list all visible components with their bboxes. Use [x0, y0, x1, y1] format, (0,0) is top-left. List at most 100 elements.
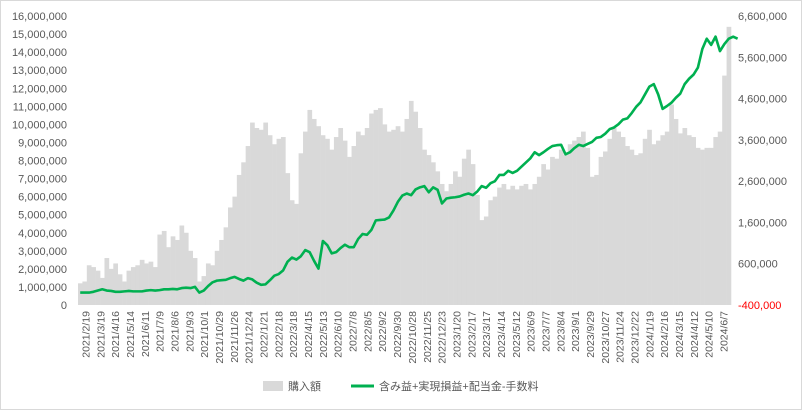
- bar: [413, 111, 419, 305]
- legend-swatch-bar: [263, 381, 283, 391]
- bar: [289, 200, 295, 305]
- bar: [364, 127, 370, 306]
- bar: [298, 153, 304, 305]
- bar: [620, 137, 626, 305]
- x-tick-label: 2021/3/19: [95, 311, 107, 358]
- right-tick-label: 5,600,000: [738, 52, 787, 64]
- bar: [594, 174, 599, 305]
- left-tick-label: 14,000,000: [12, 47, 67, 59]
- bar: [541, 164, 546, 305]
- bar: [598, 156, 604, 305]
- bar: [607, 138, 613, 305]
- legend-label-line: 含み益+実現損益+配当金-手数料: [379, 379, 539, 393]
- bar: [479, 220, 485, 305]
- bar: [444, 191, 449, 305]
- bar: [183, 232, 189, 305]
- bar: [422, 149, 427, 305]
- bar: [219, 239, 224, 305]
- left-axis: 0 1,000,000 2,000,000 3,000,000 4,000,000 5,0…: [12, 11, 67, 312]
- right-tick-label: -400,000: [738, 300, 781, 312]
- bar: [580, 131, 586, 305]
- left-tick-label: 12,000,000: [12, 83, 67, 95]
- x-tick-label: 2023/12/22: [630, 311, 642, 364]
- left-tick-label: 11,000,000: [13, 101, 67, 113]
- bar: [691, 137, 696, 305]
- x-tick-label: 2022/6/10: [333, 311, 345, 358]
- bar: [488, 200, 494, 305]
- bar: [108, 268, 114, 306]
- bar: [678, 133, 683, 305]
- bar: [505, 189, 511, 305]
- left-tick-label: 9,000,000: [18, 137, 67, 149]
- x-tick-label: 2021/7/9: [155, 311, 167, 352]
- x-tick-label: 2024/5/10: [704, 311, 716, 358]
- bar: [461, 158, 467, 305]
- bar: [514, 189, 520, 305]
- bar: [241, 162, 246, 305]
- right-axis: -400,000 600,000 1,600,000 2,600,000 3,600,0…: [738, 11, 787, 312]
- bar: [342, 140, 348, 305]
- bar: [232, 196, 238, 306]
- bar: [700, 149, 705, 305]
- bar: [519, 185, 524, 305]
- bar: [391, 129, 396, 305]
- bar: [695, 147, 701, 305]
- x-tick-label: 2024/1/19: [644, 311, 656, 358]
- x-tick-label: 2021/10/29: [214, 311, 226, 364]
- bar: [382, 124, 388, 306]
- bar: [122, 281, 127, 305]
- bar: [276, 138, 282, 305]
- x-tick-label: 2023/10/27: [600, 311, 612, 364]
- bar: [250, 122, 255, 305]
- bar: [347, 156, 352, 305]
- bar: [338, 127, 344, 306]
- x-tick-label: 2023/9/1: [570, 311, 582, 352]
- x-tick-label: 2022/7/8: [348, 311, 360, 352]
- bar: [95, 270, 101, 305]
- bar: [307, 109, 313, 305]
- x-tick-label: 2023/2/17: [466, 311, 478, 358]
- bar: [148, 261, 154, 305]
- bar: [492, 196, 498, 306]
- bar: [179, 225, 185, 305]
- bar: [100, 277, 105, 305]
- x-tick-label: 2021/4/16: [110, 311, 122, 358]
- bar: [316, 126, 321, 306]
- bar: [236, 174, 242, 305]
- bar: [664, 131, 670, 305]
- bar: [651, 144, 657, 305]
- bar: [669, 104, 674, 305]
- bar: [682, 127, 688, 306]
- x-tick-label: 2022/2/18: [273, 311, 285, 358]
- bar: [616, 131, 621, 305]
- bar: [153, 267, 158, 305]
- legend: 購入額 含み益+実現損益+配当金-手数料: [263, 379, 539, 393]
- bar: [311, 118, 317, 306]
- x-tick-label: 2023/6/9: [526, 311, 538, 352]
- bar: [532, 183, 538, 305]
- bar: [585, 147, 591, 305]
- left-tick-label: 16,000,000: [12, 11, 67, 23]
- bar: [369, 113, 374, 305]
- bar: [717, 131, 723, 305]
- bar: [704, 147, 710, 305]
- bar: [625, 146, 630, 305]
- bar: [355, 131, 361, 305]
- bar: [329, 149, 335, 305]
- bar: [603, 151, 608, 305]
- bar: [333, 137, 339, 305]
- line-path: [80, 35, 739, 294]
- bar: [400, 131, 405, 305]
- bar: [144, 263, 149, 305]
- x-tick-label: 2023/7/7: [541, 311, 553, 352]
- bar: [373, 109, 379, 305]
- bar: [280, 137, 286, 305]
- bar: [523, 183, 529, 305]
- bar-series: [78, 26, 732, 306]
- x-tick-label: 2022/9/30: [392, 311, 404, 358]
- bar: [629, 149, 635, 305]
- bar: [320, 135, 326, 305]
- left-tick-label: 6,000,000: [18, 192, 67, 204]
- bar: [430, 162, 436, 305]
- bar: [633, 155, 639, 305]
